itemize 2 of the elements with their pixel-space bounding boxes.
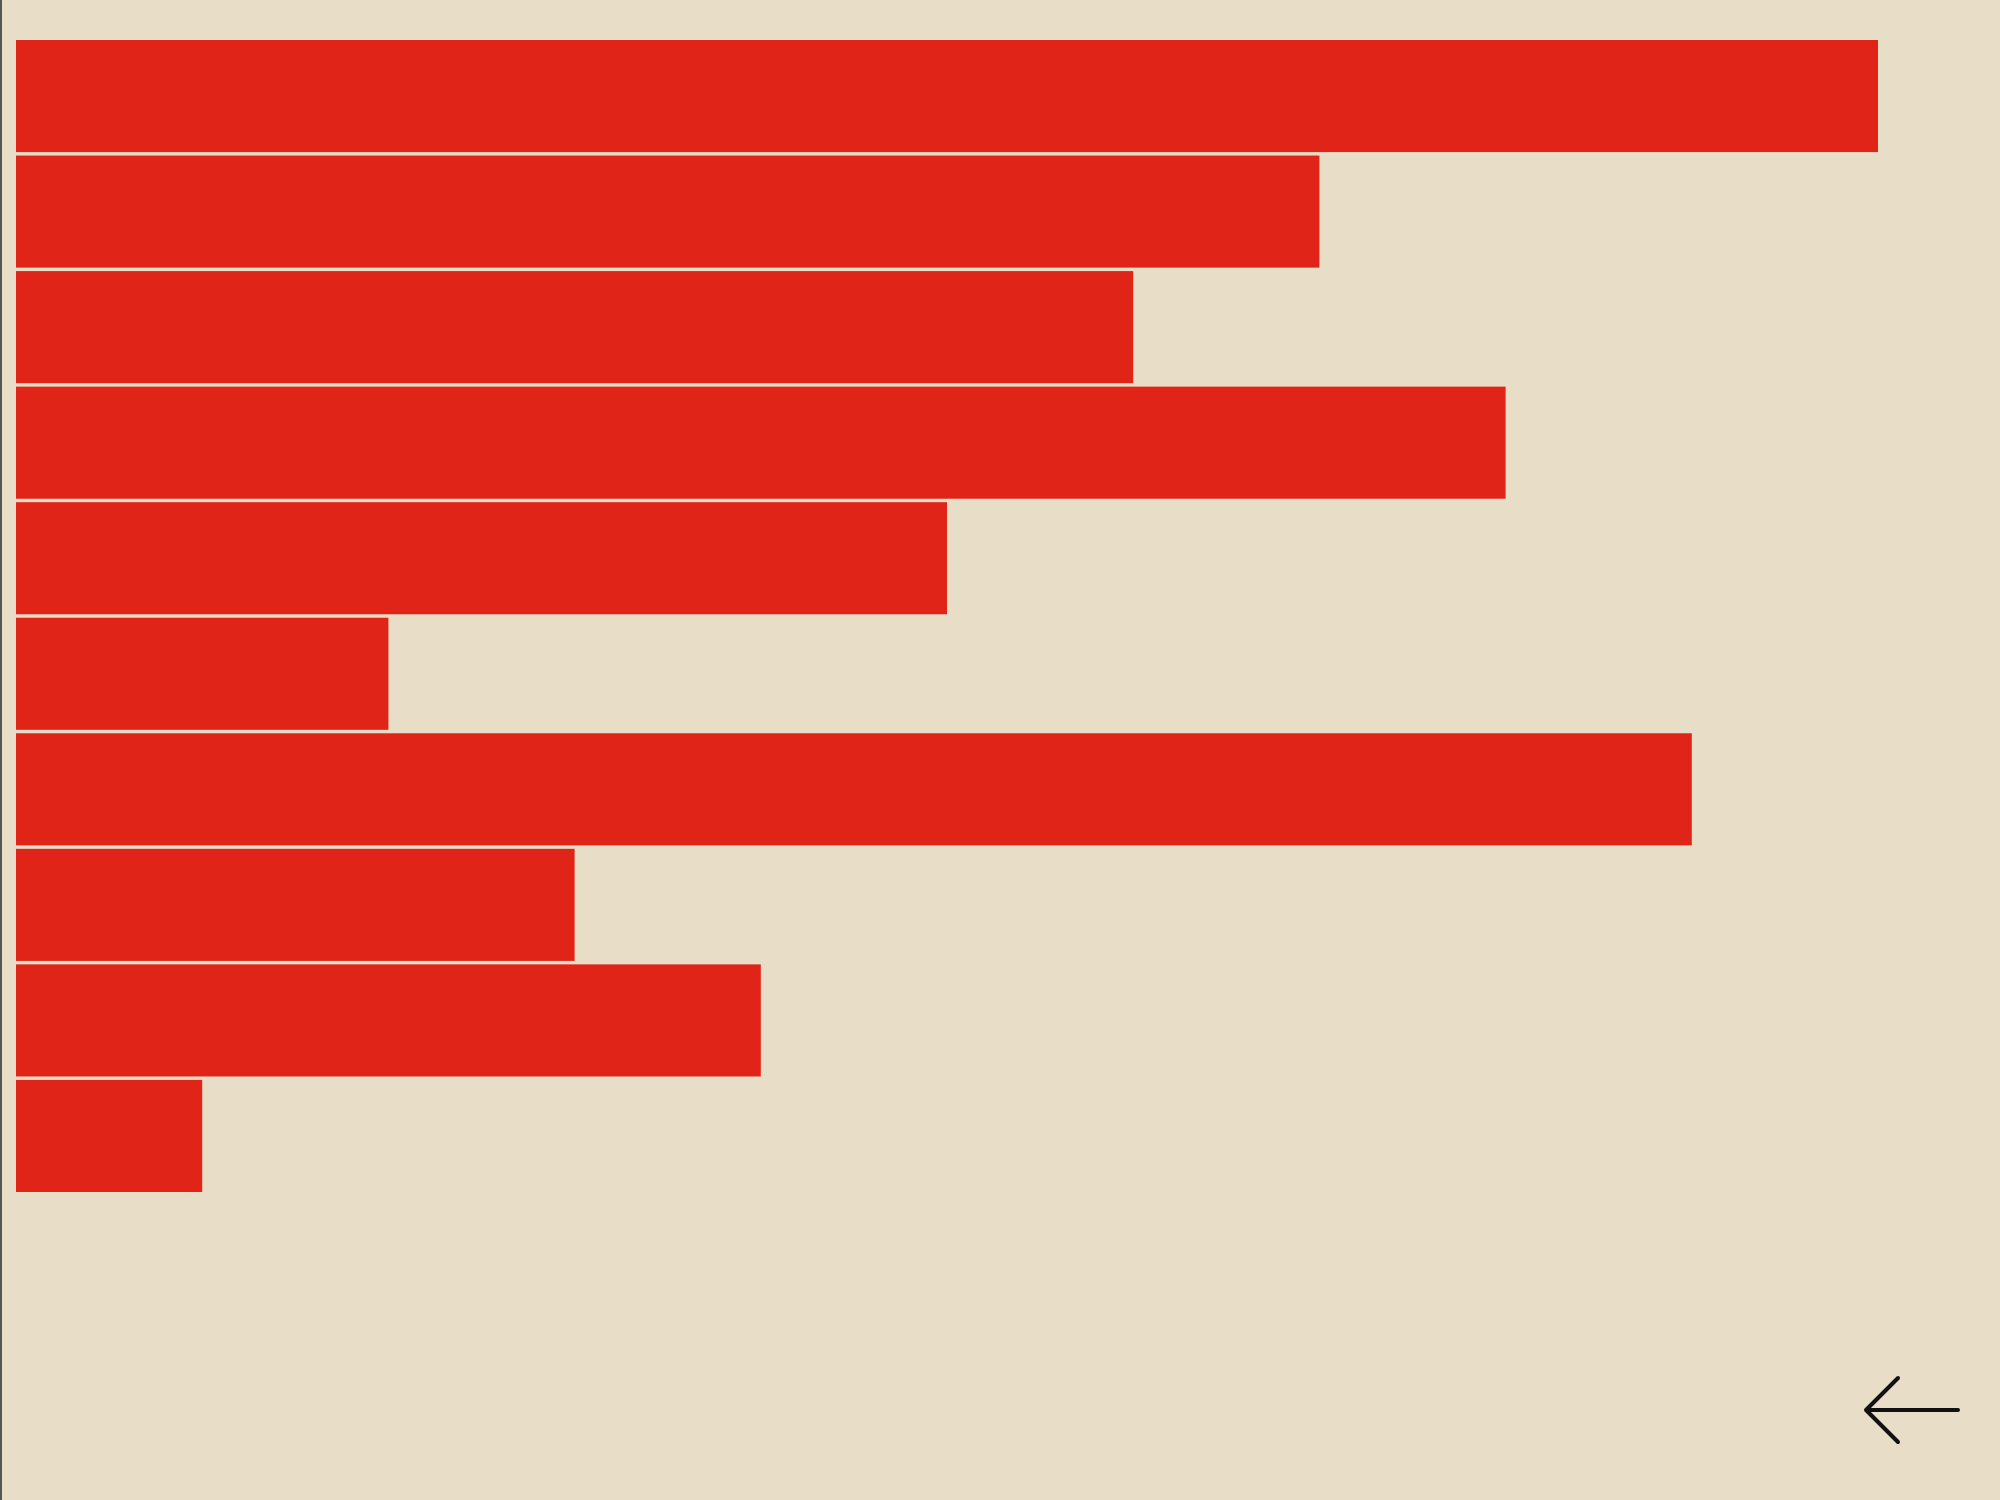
bar bbox=[16, 40, 1878, 153]
bar bbox=[16, 1079, 203, 1192]
